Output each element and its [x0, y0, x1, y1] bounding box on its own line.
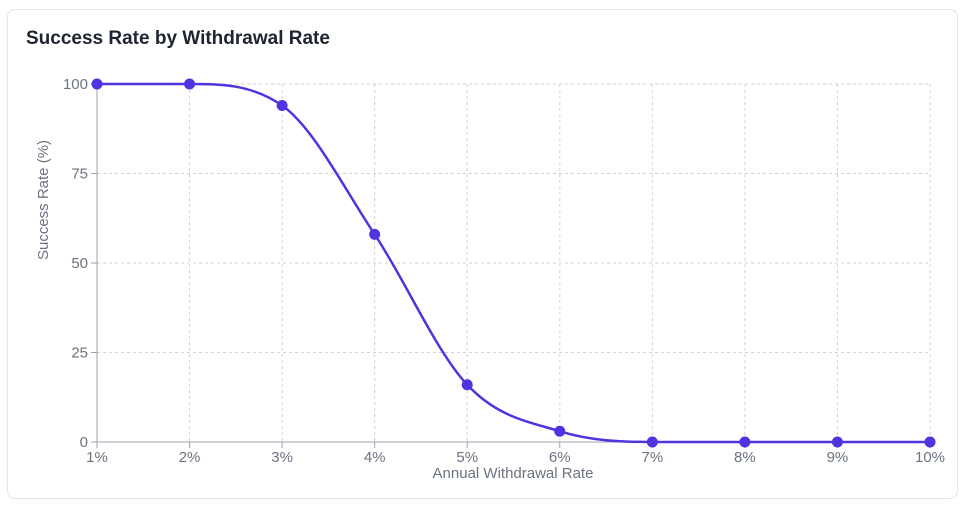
x-tick-label: 3% [271, 449, 293, 466]
data-point[interactable] [739, 436, 751, 448]
y-tick-label: 75 [71, 166, 88, 183]
y-tick-label: 50 [71, 255, 88, 272]
grid [97, 83, 931, 442]
data-point[interactable] [369, 228, 381, 240]
data-point[interactable] [554, 425, 566, 437]
x-tick-label: 10% [915, 449, 945, 466]
series-line [97, 82, 930, 444]
x-axis-title: Annual Withdrawal Rate [433, 465, 594, 482]
data-point[interactable] [924, 436, 936, 448]
data-point[interactable] [646, 436, 658, 448]
y-tick-label: 0 [80, 434, 88, 451]
x-tick-label: 2% [179, 449, 201, 466]
y-tick-label: 100 [63, 76, 88, 93]
y-axis-title: Success Rate (%) [35, 140, 52, 260]
x-tick-label: 6% [549, 449, 571, 466]
data-point[interactable] [831, 436, 843, 448]
y-axis-ticks: 0 25 50 75 100 [63, 76, 97, 451]
data-points [91, 78, 936, 448]
chart-title: Success Rate by Withdrawal Rate [26, 28, 330, 49]
series-line-path [97, 82, 930, 444]
x-axis-ticks: 1% 2% 3% 4% 5% 6% 7% 8% 9% 10% [86, 442, 945, 466]
chart-card [7, 9, 958, 499]
data-point[interactable] [184, 78, 196, 90]
x-tick-label: 4% [364, 449, 386, 466]
data-point[interactable] [461, 379, 473, 391]
x-tick-label: 1% [86, 449, 108, 466]
x-tick-label: 9% [827, 449, 849, 466]
x-tick-label: 8% [734, 449, 756, 466]
data-point[interactable] [276, 99, 288, 111]
x-tick-label: 5% [456, 449, 478, 466]
data-point[interactable] [91, 78, 103, 90]
y-tick-label: 25 [71, 345, 88, 362]
x-tick-label: 7% [641, 449, 663, 466]
